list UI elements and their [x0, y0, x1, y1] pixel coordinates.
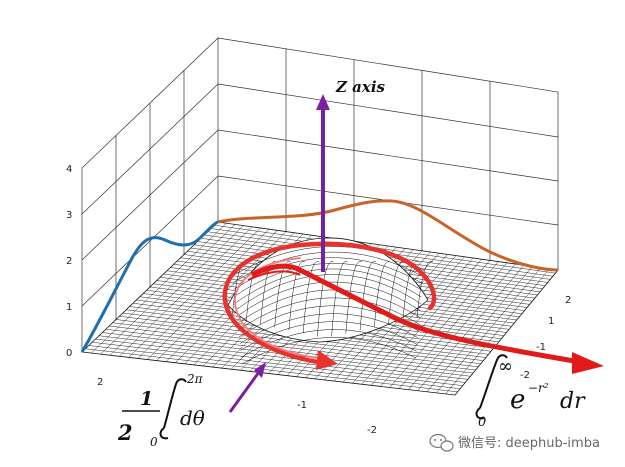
- theta-factor-denominator: 2: [117, 420, 133, 445]
- theta-pointer-arrow: [228, 362, 266, 413]
- z-tick: 1: [66, 302, 72, 313]
- z-axis-label: Z axis: [335, 78, 386, 96]
- right-tick: -2: [520, 370, 530, 381]
- right-tick: 2: [565, 295, 571, 306]
- radial-exponent: −r²: [528, 381, 549, 395]
- right-axis-ticks: -2 -1 1 2: [520, 295, 571, 381]
- radial-r-arrow: [247, 263, 604, 374]
- z-tick: 4: [66, 164, 72, 175]
- integral-sign: [475, 354, 508, 420]
- front-tick: -1: [297, 400, 307, 411]
- z-tick-labels: 0 1 2 3 4: [66, 164, 72, 359]
- front-tick: -2: [367, 425, 377, 436]
- theta-differential: dθ: [180, 406, 205, 430]
- z-tick: 3: [66, 210, 72, 221]
- watermark-text: 微信号: deephub-imba: [458, 436, 600, 451]
- left-wall-gaussian-curve: [80, 220, 219, 353]
- front-axis-ticks: 2 -1 -2: [97, 377, 377, 436]
- wechat-icon: [429, 433, 454, 452]
- theta-integral-formula: 1 2 2π 0 dθ: [117, 372, 205, 449]
- theta-factor-numerator: 1: [140, 388, 153, 410]
- back-wall-gaussian-curve: [217, 199, 559, 272]
- front-tick: 2: [97, 377, 103, 388]
- radial-integrand: e: [510, 385, 525, 415]
- watermark: 微信号: deephub-imba: [429, 433, 600, 452]
- theta-lower-limit: 0: [150, 435, 158, 449]
- z-tick: 2: [66, 256, 72, 267]
- integral-sign: [159, 378, 187, 440]
- radial-upper-limit: ∞: [498, 356, 513, 377]
- right-tick: 1: [548, 316, 554, 327]
- z-axis-arrow: [316, 94, 330, 272]
- back-wall-grid: [81, 37, 559, 352]
- z-tick: 0: [66, 348, 72, 359]
- radial-lower-limit: 0: [478, 415, 486, 430]
- radial-integral-formula: ∞ 0 e −r² dr: [475, 354, 586, 430]
- circular-theta-arrow: [222, 241, 437, 370]
- right-tick: -1: [536, 342, 546, 353]
- theta-upper-limit: 2π: [186, 372, 204, 386]
- radial-differential: dr: [560, 389, 586, 414]
